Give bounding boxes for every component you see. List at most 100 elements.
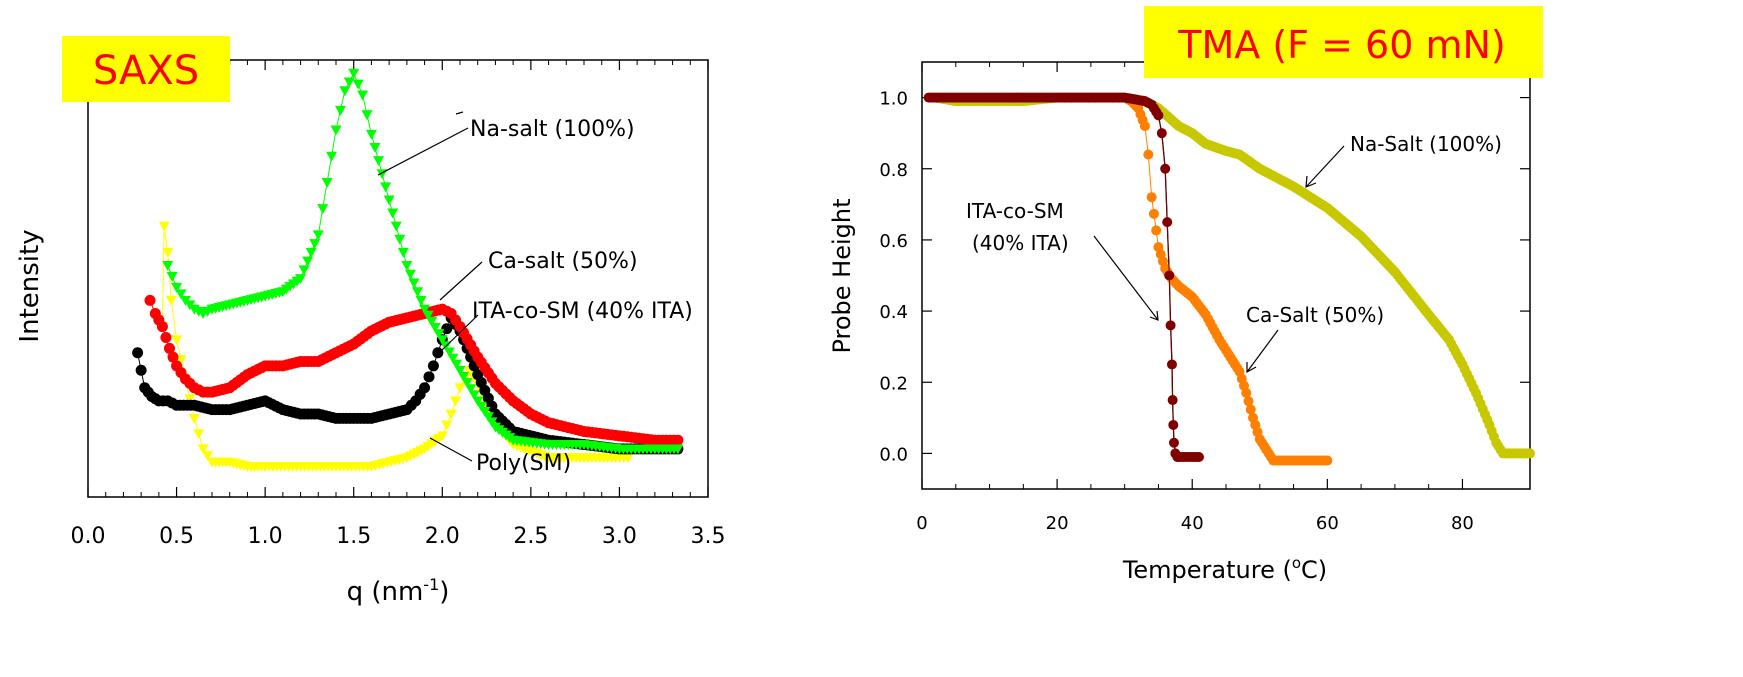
- data-point: [672, 434, 684, 446]
- tma-chart: 0 20 40 60 80 0.0 0.2 0.4 0.6 0.8 1.0 Na-Salt (100…: [828, 6, 1543, 584]
- leader-ca-salt: [439, 261, 483, 301]
- data-point: [166, 271, 178, 282]
- data-point: [193, 429, 205, 440]
- data-point: [202, 451, 214, 461]
- arrowhead-ca-salt: [1246, 362, 1257, 374]
- series-fit-line: [928, 96, 1199, 458]
- x-tick-label: 80: [1451, 513, 1474, 534]
- data-point: [365, 129, 377, 140]
- data-point: [394, 234, 406, 245]
- data-point: [171, 335, 183, 346]
- data-point: [1241, 387, 1252, 398]
- x-tick-label: 1.0: [248, 524, 283, 549]
- x-tick-label: 3.5: [691, 524, 726, 549]
- data-point: [1525, 448, 1535, 459]
- series-poly-sm: [156, 221, 634, 472]
- data-point: [423, 371, 435, 383]
- series-ca-salt-50: [144, 294, 684, 446]
- data-point: [419, 304, 431, 315]
- x-tick-label: 2.5: [513, 524, 548, 549]
- tma-axes: 0 20 40 60 80 0.0 0.2 0.4 0.6 0.8 1.0: [879, 62, 1530, 534]
- annotation-poly-sm: Poly(SM): [476, 451, 571, 476]
- x-tick-label: 20: [1046, 513, 1069, 534]
- data-point: [369, 143, 381, 153]
- data-point: [461, 378, 473, 389]
- annotation-tma-na-salt: Na-Salt (100%): [1350, 132, 1502, 156]
- data-point: [1160, 163, 1171, 174]
- series-line: [928, 97, 1199, 458]
- arrow-na-salt: [1305, 145, 1345, 188]
- y-tick-label: 0.4: [879, 302, 908, 323]
- data-point: [373, 156, 385, 167]
- data-point: [426, 316, 438, 327]
- data-point: [468, 390, 480, 401]
- data-point: [357, 90, 369, 101]
- data-point: [184, 394, 196, 405]
- x-tick-label: 40: [1181, 513, 1204, 534]
- data-point: [387, 208, 399, 219]
- data-point: [352, 79, 364, 90]
- data-point: [1168, 437, 1179, 448]
- data-point: [411, 287, 423, 298]
- data-point: [404, 269, 416, 280]
- saxs-leader-lines: [377, 111, 483, 462]
- data-point: [622, 453, 634, 464]
- data-point: [334, 105, 346, 116]
- x-tick-label: 0: [916, 513, 927, 534]
- data-point: [326, 151, 338, 162]
- data-point: [295, 274, 307, 284]
- tick-mark-na-salt: [455, 111, 464, 115]
- data-point: [408, 278, 420, 289]
- leader-ita-co-sm: [439, 314, 479, 353]
- data-point: [475, 401, 487, 412]
- annotation-tma-ita-co-sm-line1: ITA-co-SM: [966, 199, 1064, 223]
- data-point: [383, 195, 395, 206]
- data-point: [160, 331, 172, 343]
- data-point: [321, 177, 333, 188]
- data-point: [436, 335, 448, 346]
- data-point: [330, 125, 342, 136]
- data-point: [454, 365, 466, 376]
- data-point: [1167, 395, 1178, 406]
- data-point: [309, 239, 321, 250]
- data-point: [135, 364, 147, 376]
- tma-x-axis-label: Temperature (oC): [1122, 554, 1327, 584]
- tma-arrows: [1093, 145, 1345, 374]
- data-point: [450, 359, 462, 370]
- data-point: [1139, 121, 1150, 132]
- series-line: [928, 97, 1328, 461]
- annotation-ca-salt: Ca-salt (50%): [488, 249, 638, 274]
- data-point: [298, 265, 310, 276]
- data-point: [163, 342, 175, 354]
- data-point: [436, 431, 448, 442]
- data-point: [1156, 128, 1167, 139]
- data-point: [1148, 208, 1159, 219]
- data-point: [348, 68, 360, 79]
- data-point: [401, 260, 413, 271]
- leader-poly-sm: [429, 437, 473, 462]
- data-point: [427, 360, 439, 372]
- data-point: [361, 110, 373, 121]
- saxs-chart: 0.0 0.5 1.0 1.5 2.0 2.5 3.0 3.5 Na-salt (100%) …: [15, 36, 1199, 607]
- tma-plot-frame: [921, 61, 1531, 490]
- data-point: [1245, 404, 1256, 415]
- data-point: [1162, 217, 1173, 228]
- data-point: [390, 221, 402, 232]
- data-point: [317, 204, 329, 215]
- data-point: [1322, 455, 1333, 466]
- saxs-y-axis-label: Intensity: [15, 229, 45, 342]
- data-point: [472, 396, 484, 407]
- data-point: [162, 260, 174, 271]
- x-tick-label: 0.5: [159, 524, 194, 549]
- annotation-ita-co-sm: ITA-co-SM (40% ITA): [472, 299, 693, 324]
- data-point: [167, 351, 179, 363]
- data-point: [1143, 149, 1154, 160]
- data-point: [445, 409, 457, 420]
- data-point: [458, 371, 470, 382]
- data-point: [162, 247, 174, 258]
- arrowhead-ita-co-sm: [1149, 310, 1159, 321]
- data-point: [441, 420, 453, 431]
- tma-y-axis-label: Probe Height: [828, 198, 856, 353]
- x-tick-label: 1.5: [336, 524, 371, 549]
